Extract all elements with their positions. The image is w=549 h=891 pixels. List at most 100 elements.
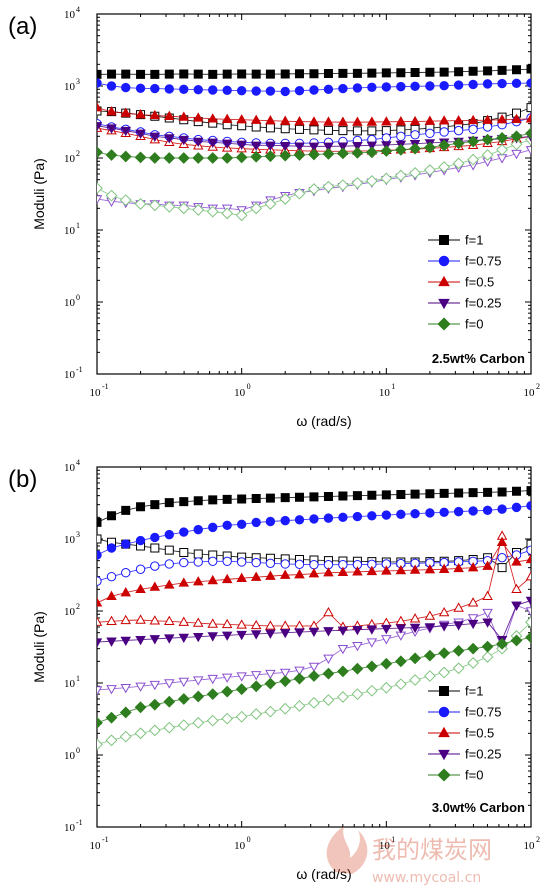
data-point (149, 635, 161, 645)
data-point (193, 84, 203, 95)
data-point (453, 602, 464, 612)
y-tick-exponent: 2 (76, 602, 80, 611)
data-point (512, 65, 522, 75)
data-point (164, 110, 175, 120)
data-point (192, 152, 205, 164)
x-tick-exponent: 0 (247, 835, 251, 844)
data-point (352, 566, 363, 576)
data-point (454, 488, 464, 498)
data-point (323, 654, 334, 664)
data-point (396, 131, 406, 142)
data-point (178, 677, 190, 688)
legend-marker (438, 726, 450, 738)
data-point (179, 547, 189, 557)
data-point (265, 669, 276, 680)
data-point (136, 69, 146, 79)
data-point (250, 141, 262, 151)
data-point (423, 649, 436, 662)
data-point (193, 549, 203, 559)
data-point (163, 721, 176, 734)
data-point (439, 488, 449, 498)
data-point (367, 68, 377, 78)
data-point (352, 83, 363, 93)
data-point (511, 149, 522, 160)
data-point (525, 146, 531, 156)
data-point (410, 81, 420, 92)
data-point (351, 146, 364, 159)
data-point (453, 506, 464, 517)
y-tick-label: 10 (64, 534, 76, 546)
data-point (497, 552, 507, 563)
data-point (352, 511, 363, 522)
data-point (409, 115, 421, 126)
data-point (481, 651, 494, 663)
data-point (119, 730, 132, 743)
data-point (280, 69, 290, 79)
data-point (251, 86, 261, 96)
data-point (496, 114, 508, 124)
data-point (396, 68, 406, 78)
data-point (323, 142, 334, 152)
x-tick-label: 10 (90, 387, 102, 399)
data-point (106, 571, 117, 582)
data-point (192, 617, 204, 627)
data-point (323, 116, 334, 126)
data-point (468, 79, 478, 90)
data-point (164, 529, 174, 540)
data-point (453, 562, 464, 573)
x-tick-exponent: -1 (102, 835, 109, 844)
data-point (193, 524, 203, 535)
data-point (510, 138, 523, 151)
data-point (280, 124, 290, 134)
y-tick-exponent: 4 (76, 5, 80, 14)
data-point (207, 113, 218, 123)
x-tick-label: 10 (524, 840, 536, 852)
legend-label: f=1 (465, 684, 483, 699)
y-tick-exponent: 0 (76, 746, 80, 755)
legend-label: f=1 (465, 233, 483, 248)
data-point (179, 84, 189, 94)
data-point (367, 126, 377, 136)
data-point (483, 66, 493, 76)
data-point (192, 112, 204, 122)
x-tick-label: 10 (234, 387, 246, 399)
data-point (97, 716, 103, 729)
data-point (164, 634, 175, 644)
series-layer (97, 64, 531, 222)
data-point (135, 635, 146, 646)
data-point (338, 68, 348, 78)
data-point (293, 187, 306, 200)
data-point (221, 139, 233, 149)
x-tick-label: 10 (90, 840, 102, 852)
data-point (337, 644, 349, 655)
panel-label: (b) (8, 466, 37, 493)
data-point (425, 489, 435, 499)
data-point (308, 116, 320, 126)
data-point (381, 126, 391, 136)
data-point (177, 693, 190, 705)
series-f-1 (97, 64, 531, 79)
data-point (294, 620, 305, 630)
data-point (119, 706, 132, 719)
data-point (308, 142, 320, 152)
data-point (337, 147, 349, 160)
data-point (322, 180, 335, 193)
y-tick-label: 10 (64, 9, 76, 21)
data-point (106, 124, 117, 134)
data-point (482, 608, 493, 619)
data-point (396, 81, 406, 92)
data-point (222, 85, 232, 96)
data-point (396, 490, 406, 500)
data-point (178, 633, 190, 644)
data-point (178, 135, 190, 146)
data-point (251, 122, 261, 132)
data-point (222, 494, 232, 504)
data-point (208, 495, 218, 505)
data-point (279, 193, 292, 205)
data-point (365, 660, 378, 673)
data-point (97, 638, 103, 648)
data-point (338, 512, 348, 523)
data-point (381, 133, 392, 143)
data-point (323, 627, 334, 637)
data-point (323, 69, 333, 79)
